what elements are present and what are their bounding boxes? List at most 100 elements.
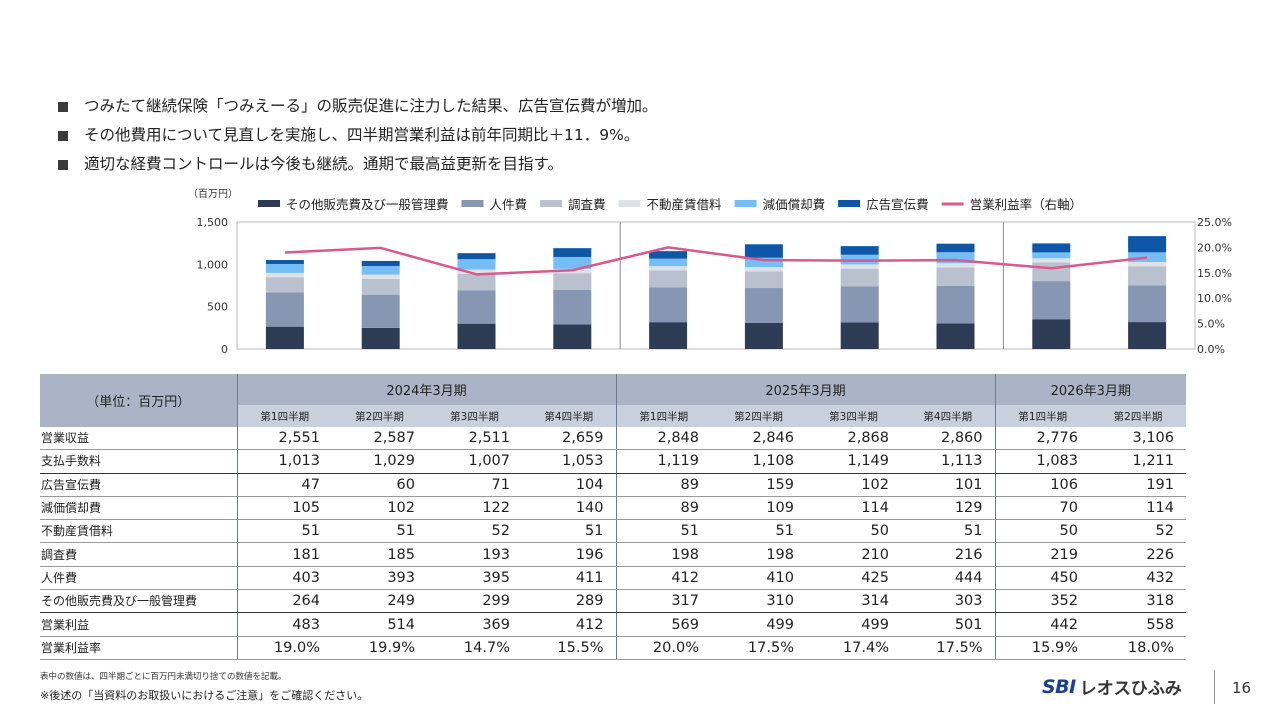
footer-divider bbox=[1214, 670, 1215, 704]
bar-segment bbox=[1032, 319, 1071, 349]
table-cell: 444 bbox=[901, 566, 995, 591]
bar-segment bbox=[936, 267, 975, 286]
row-label: 営業利益率 bbox=[40, 636, 237, 660]
table-cell: 51 bbox=[332, 519, 427, 544]
table-row: 減価償却費 105 102 122 140 89 109 114 129 70 114 bbox=[40, 496, 1186, 521]
table-cell: 2,868 bbox=[806, 427, 901, 451]
bullet-text: その他費用について見直しを実施し、四半期営業利益は前年同期比＋11．9%。 bbox=[84, 126, 640, 144]
quarter-header: 第1四半期 bbox=[236, 405, 332, 427]
square-bullet-icon bbox=[58, 159, 68, 170]
bar-segment bbox=[361, 294, 400, 328]
bar-segment bbox=[361, 274, 400, 279]
y-left-tick: 1,500 bbox=[197, 216, 229, 229]
bar-segment bbox=[936, 285, 975, 324]
table-row: 不動産賃借料 51 51 52 51 51 51 50 51 50 52 bbox=[40, 519, 1186, 544]
table-cell: 140 bbox=[522, 496, 616, 521]
legend-label: 人件費 bbox=[490, 197, 528, 212]
table-cell: 193 bbox=[427, 542, 522, 567]
table-cell: 1,149 bbox=[806, 449, 901, 474]
table-cell: 196 bbox=[522, 542, 616, 567]
table-cell: 50 bbox=[994, 519, 1090, 544]
table-cell: 19.0% bbox=[236, 636, 332, 660]
bar-segment bbox=[744, 288, 783, 323]
bar-segment bbox=[361, 278, 400, 295]
table-cell: 159 bbox=[711, 473, 806, 497]
table-cell: 1,113 bbox=[901, 449, 995, 474]
quarter-header: 第3四半期 bbox=[806, 405, 901, 427]
bar-segment bbox=[457, 323, 496, 349]
bar-segment bbox=[744, 266, 783, 272]
legend-swatch bbox=[258, 200, 280, 207]
bar-segment bbox=[1128, 252, 1167, 262]
table-cell: 129 bbox=[901, 496, 995, 521]
bar-segment bbox=[361, 266, 400, 275]
expense-chart: 0 500 1,000 1,500 0.0% 5.0% 10.0% 15.0% 20.0% 25.… bbox=[197, 197, 1232, 356]
table-cell: 89 bbox=[615, 473, 711, 497]
table-cell: 2,511 bbox=[427, 427, 522, 451]
table-cell: 1,007 bbox=[427, 449, 522, 474]
bar-segment bbox=[457, 269, 496, 274]
table-cell: 303 bbox=[901, 589, 995, 614]
bar-segment bbox=[840, 322, 879, 349]
table-cell: 89 bbox=[615, 496, 711, 521]
table-cell: 20.0% bbox=[615, 636, 711, 660]
table-cell: 1,083 bbox=[994, 449, 1090, 474]
table-cell: 198 bbox=[711, 542, 806, 567]
table-cell: 369 bbox=[427, 612, 522, 637]
quarter-header: 第2四半期 bbox=[711, 405, 806, 427]
row-label: 減価償却費 bbox=[40, 496, 237, 521]
legend-swatch bbox=[838, 200, 861, 207]
bar-segment bbox=[649, 270, 688, 288]
table-cell: 2,776 bbox=[994, 427, 1090, 451]
table-cell: 411 bbox=[522, 566, 616, 591]
table-cell: 395 bbox=[427, 566, 522, 591]
bar-segment bbox=[361, 327, 400, 349]
table-cell: 2,846 bbox=[711, 427, 806, 451]
table-cell: 51 bbox=[615, 519, 711, 544]
row-label: 支払手数料 bbox=[40, 449, 237, 474]
bar-segment bbox=[553, 289, 592, 325]
table-cell: 51 bbox=[236, 519, 332, 544]
table-cell: 198 bbox=[615, 542, 711, 567]
row-label: 広告宣伝費 bbox=[40, 473, 237, 497]
logo-brand: SBI bbox=[1042, 675, 1076, 698]
legend-label: 調査費 bbox=[568, 197, 606, 212]
footnote-disclaimer: ※後述の「当資料のお取扱いにおけるご注意」をご確認ください。 bbox=[40, 689, 369, 702]
legend-swatch bbox=[461, 200, 484, 207]
bar-segment bbox=[649, 322, 688, 349]
table-cell: 14.7% bbox=[427, 636, 522, 660]
table-cell: 17.4% bbox=[806, 636, 901, 660]
bar-segment bbox=[936, 252, 975, 264]
year-header: 2026年3月期 bbox=[994, 374, 1186, 405]
table-cell: 185 bbox=[332, 542, 427, 567]
table-cell: 18.0% bbox=[1090, 636, 1186, 660]
table-cell: 1,029 bbox=[332, 449, 427, 474]
square-bullet-icon bbox=[58, 130, 68, 141]
bar-segment bbox=[840, 268, 879, 287]
table-cell: 51 bbox=[901, 519, 995, 544]
operating-margin-line bbox=[284, 246, 1148, 276]
table-cell: 19.9% bbox=[332, 636, 427, 660]
table-cell: 264 bbox=[236, 589, 332, 614]
legend-swatch bbox=[618, 200, 641, 207]
bar-segment bbox=[1128, 236, 1167, 253]
unit-header: （単位：百万円） bbox=[40, 374, 237, 427]
bar-segment bbox=[553, 248, 592, 257]
table-row: その他販売費及び一般管理費 264 249 299 289 317 310 314 303 352… bbox=[40, 589, 1186, 614]
table-cell: 412 bbox=[615, 566, 711, 591]
bar-segment bbox=[265, 277, 304, 293]
table-cell: 410 bbox=[711, 566, 806, 591]
bar-segment bbox=[649, 258, 688, 267]
table-cell: 52 bbox=[1090, 519, 1186, 544]
y-left-tick: 500 bbox=[207, 301, 228, 314]
bar-segment bbox=[361, 260, 400, 267]
page-number: 16 bbox=[1232, 679, 1252, 697]
table-cell: 219 bbox=[994, 542, 1090, 567]
table-cell: 442 bbox=[994, 612, 1090, 637]
year-header: 2025年3月期 bbox=[615, 374, 995, 405]
table-cell: 1,211 bbox=[1090, 449, 1186, 474]
table-cell: 210 bbox=[806, 542, 901, 567]
y-right-tick: 5.0% bbox=[1197, 318, 1225, 331]
table-cell: 412 bbox=[522, 612, 616, 637]
row-label: 人件費 bbox=[40, 566, 237, 591]
